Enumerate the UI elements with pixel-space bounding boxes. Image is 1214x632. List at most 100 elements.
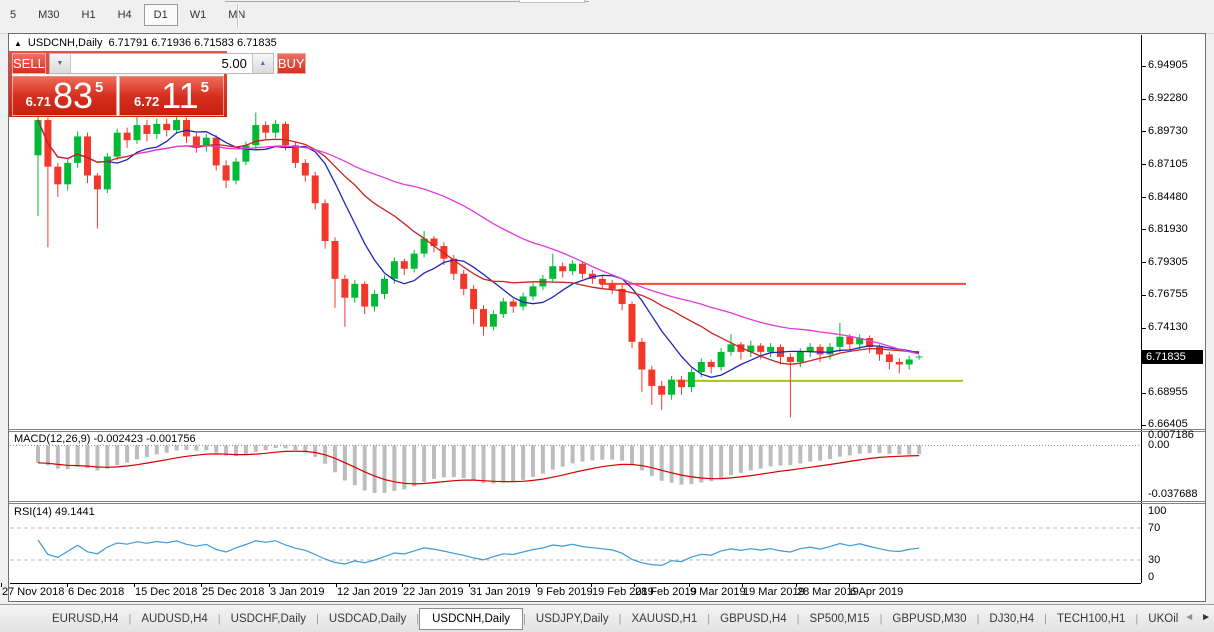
buy-price-prefix: 6.72	[133, 93, 160, 109]
chart-tab-eurusd-h4[interactable]: EURUSD,H4	[52, 613, 119, 625]
date-tick-label: 6 Apr 2019	[850, 586, 904, 598]
timeframe-button-h1[interactable]: H1	[81, 9, 96, 21]
macd-label: MACD(12,26,9) -0.002423 -0.001756	[14, 433, 196, 445]
price-tick-label: 6.87105	[1148, 158, 1188, 170]
tab-separator: |	[128, 613, 132, 625]
macd-tick-label: 0.00	[1148, 439, 1170, 451]
macd-tick-label: 0.007186	[1148, 429, 1194, 441]
macd-tick-label: -0.037688	[1148, 488, 1198, 500]
price-tick-label: 6.74130	[1148, 321, 1188, 333]
timeframe-button-w1[interactable]: W1	[189, 9, 207, 21]
price-tick-mark	[1141, 99, 1146, 100]
chart-tab-dj30-h4[interactable]: DJ30,H4	[989, 613, 1035, 625]
volume-decrease-button[interactable]: ▼	[49, 54, 71, 73]
date-tick-mark	[336, 583, 337, 587]
date-tick-mark	[134, 583, 135, 587]
chart-window	[8, 33, 1206, 602]
timeframe-button-5[interactable]: 5	[10, 9, 17, 21]
timeframe-button-h4[interactable]: H4	[117, 9, 132, 21]
sell-button[interactable]: SELL	[12, 53, 46, 74]
sell-price-pip: 5	[95, 78, 104, 96]
price-tick-mark	[1141, 295, 1146, 296]
price-tick-label: 6.92280	[1148, 92, 1188, 104]
date-tick-label: 25 Dec 2018	[202, 586, 265, 598]
tab-scroll-controls: ◄ ►	[1184, 612, 1211, 623]
tab-separator: |	[976, 613, 980, 625]
chart-tab-xauusd-h1[interactable]: XAUUSD,H1	[631, 613, 698, 625]
chart-header: ▲ USDCNH,Daily 6.71791 6.71936 6.71583 6…	[14, 37, 277, 49]
timeframe-buttons: 5 M30 H1 H4 D1 W1 MN	[0, 4, 255, 26]
rsi-indicator-panel[interactable]	[10, 505, 1141, 583]
date-tick-mark	[269, 583, 270, 587]
timeframe-button-m30[interactable]: M30	[38, 9, 60, 21]
chart-symbol-label: USDCNH,Daily	[27, 37, 103, 49]
sell-price-display[interactable]: 6.71 83 5	[12, 76, 117, 116]
date-tick-label: 27 Nov 2018	[2, 586, 65, 598]
main-price-chart[interactable]	[10, 35, 1141, 428]
date-tick-label: 9 Mar 2019	[690, 586, 746, 598]
panel-splitter[interactable]	[9, 501, 1205, 502]
rsi-label: RSI(14) 49.1441	[14, 506, 95, 518]
volume-input[interactable]	[70, 54, 252, 73]
scroll-tabs-right-icon[interactable]: ►	[1201, 612, 1211, 623]
date-tick-mark	[742, 583, 743, 587]
tab-separator: |	[707, 613, 711, 625]
price-tick-label: 6.84480	[1148, 191, 1188, 203]
date-tick-label: 12 Jan 2019	[337, 586, 398, 598]
rsi-tick-label: 0	[1148, 571, 1155, 583]
date-tick-mark	[689, 583, 690, 587]
chevron-up-icon: ▲	[259, 60, 267, 67]
chart-tab-usdcnh-daily[interactable]: USDCNH,Daily	[419, 608, 524, 630]
date-tick-label: 3 Jan 2019	[270, 586, 325, 598]
toolbar-divider	[225, 1, 589, 2]
timeframe-toolbar: 5 M30 H1 H4 D1 W1 MN	[0, 0, 1214, 34]
chart-tab-audusd-h4[interactable]: AUDUSD,H4	[141, 613, 208, 625]
macd-indicator-panel[interactable]	[10, 433, 1141, 500]
buy-price-big: 11	[161, 74, 199, 116]
panel-splitter[interactable]	[9, 429, 1205, 430]
chart-tab-ukoil-h[interactable]: UKOil,H	[1148, 613, 1178, 625]
sell-price-big: 83	[52, 74, 93, 116]
toolbar-remnant	[519, 0, 585, 3]
price-tick-label: 6.66405	[1148, 418, 1188, 430]
rsi-tick-label: 100	[1148, 505, 1167, 517]
chart-tab-sp500-m15[interactable]: SP500,M15	[809, 613, 870, 625]
date-tick-label: 31 Jan 2019	[470, 586, 531, 598]
chart-tab-usdcad-daily[interactable]: USDCAD,Daily	[328, 613, 407, 625]
chart-tabs: EURUSD,H4 | AUDUSD,H4 | USDCHF,Daily | USDCAD,…	[0, 606, 1178, 632]
volume-control: ▼ ▲	[48, 53, 274, 74]
chart-tab-gbpusd-h4[interactable]: GBPUSD,H4	[720, 613, 787, 625]
date-tick-mark	[591, 583, 592, 587]
chart-tab-usdjpy-daily[interactable]: USDJPY,Daily	[535, 613, 609, 625]
date-tick-label: 15 Dec 2018	[135, 586, 198, 598]
date-tick-label: 9 Feb 2019	[537, 586, 593, 598]
date-tick-mark	[67, 583, 68, 587]
chart-ohlc-values: 6.71791 6.71936 6.71583 6.71835	[108, 37, 277, 49]
price-tick-label: 6.76755	[1148, 288, 1188, 300]
price-tick-mark	[1141, 393, 1146, 394]
buy-button[interactable]: BUY	[276, 53, 306, 74]
chart-tab-gbpusd-m30[interactable]: GBPUSD,M30	[892, 613, 967, 625]
chevron-down-icon: ▼	[56, 60, 64, 67]
panel-splitter[interactable]	[9, 431, 1205, 432]
chart-tab-bar: EURUSD,H4 | AUDUSD,H4 | USDCHF,Daily | USDCAD,…	[0, 604, 1214, 632]
sell-price-prefix: 6.71	[25, 93, 51, 109]
buy-price-display[interactable]: 6.72 11 5	[119, 76, 224, 116]
price-tick-label: 6.89730	[1148, 125, 1188, 137]
timeframe-button-d1[interactable]: D1	[143, 4, 178, 26]
volume-increase-button[interactable]: ▲	[251, 54, 273, 73]
collapse-trade-panel-icon[interactable]: ▲	[14, 38, 22, 48]
tab-separator: |	[523, 613, 526, 625]
date-tick-mark	[634, 583, 635, 587]
chart-tab-usdchf-daily[interactable]: USDCHF,Daily	[230, 613, 307, 625]
timeframe-button-mn[interactable]: MN	[218, 4, 255, 26]
price-tick-mark	[1141, 66, 1146, 67]
rsi-tick-label: 30	[1148, 554, 1161, 566]
panel-splitter[interactable]	[9, 503, 1205, 504]
scroll-tabs-left-icon[interactable]: ◄	[1184, 612, 1195, 623]
date-tick-mark	[536, 583, 537, 587]
date-tick-mark	[849, 583, 850, 587]
current-price-badge: 6.71835	[1141, 350, 1203, 364]
chart-tab-tech100-h1[interactable]: TECH100,H1	[1057, 613, 1126, 625]
price-tick-mark	[1141, 197, 1146, 198]
